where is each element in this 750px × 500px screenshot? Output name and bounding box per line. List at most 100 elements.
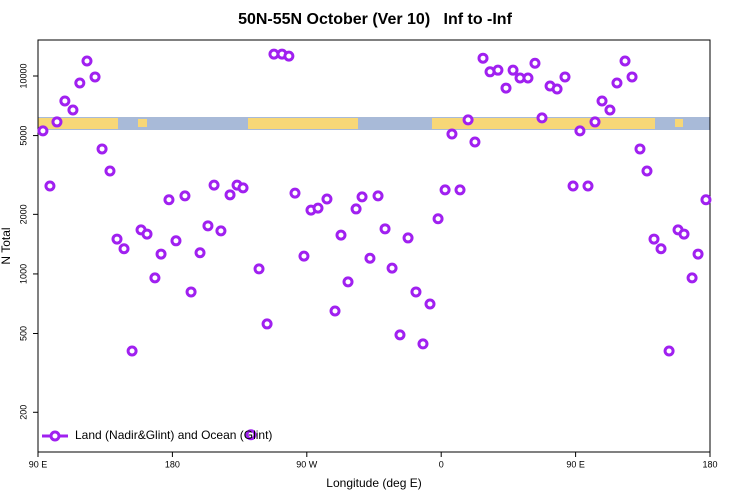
point [37,125,49,137]
point [224,189,236,201]
chart-title: 50N-55N October (Ver 10) Inf to -Inf [238,11,513,28]
point [141,228,153,240]
y-tick-label: 10000 [18,63,28,88]
point [500,82,512,94]
point [589,116,601,128]
point [454,184,466,196]
point [126,345,138,357]
point [634,143,646,155]
point [574,125,586,137]
point [446,128,458,140]
legend-marker [49,430,61,442]
point [536,112,548,124]
point [663,345,675,357]
point [686,272,698,284]
point [522,72,534,84]
point [417,338,429,350]
point [551,83,563,95]
point [335,229,347,241]
point [477,52,489,64]
point [329,305,341,317]
x-tick-label: 180 [702,459,717,469]
point [163,194,175,206]
point [648,233,660,245]
point [462,114,474,126]
point [567,180,579,192]
land-band [432,118,655,129]
point [364,252,376,264]
point [596,95,608,107]
x-tick-label: 90 W [296,459,318,469]
point [439,184,451,196]
x-axis-label: Longitude (deg E) [326,476,421,490]
point [492,64,504,76]
point [529,57,541,69]
land-band [138,119,147,127]
point [342,276,354,288]
point [289,187,301,199]
x-tick-label: 0 [439,459,444,469]
point [111,233,123,245]
point [655,243,667,255]
y-tick-label: 5000 [18,126,28,146]
point [312,202,324,214]
point [402,232,414,244]
point [96,143,108,155]
point [170,235,182,247]
point [67,104,79,116]
point [253,263,265,275]
point [424,298,436,310]
x-tick-label: 90 E [566,459,585,469]
y-tick-label: 200 [18,405,28,420]
surface-band [38,117,710,130]
point [208,179,220,191]
point [283,50,295,62]
point [215,225,227,237]
point [59,95,71,107]
point [74,77,86,89]
point [432,213,444,225]
point [619,55,631,67]
point [700,194,712,206]
point [582,180,594,192]
point [611,77,623,89]
point [386,262,398,274]
point [350,203,362,215]
point [185,286,197,298]
point [44,180,56,192]
point [237,182,249,194]
y-tick-label: 500 [18,326,28,341]
point [559,71,571,83]
plot-frame [37,39,711,453]
point [372,190,384,202]
y-tick-label: 1000 [18,264,28,284]
point [678,228,690,240]
point [104,165,116,177]
x-tick-label: 180 [165,459,180,469]
land-band [38,118,118,129]
point [604,104,616,116]
point [379,223,391,235]
x-tick-label: 90 E [29,459,48,469]
point [626,71,638,83]
point [51,116,63,128]
point [394,329,406,341]
point [261,318,273,330]
point [245,429,257,441]
point [202,220,214,232]
point [81,55,93,67]
y-axis-label: N Total [0,227,13,264]
point [155,248,167,260]
point [89,71,101,83]
point [118,243,130,255]
point [149,272,161,284]
legend-text: Land (Nadir&Glint) and Ocean (Glint) [75,428,272,442]
point [356,191,368,203]
point [410,286,422,298]
land-band [248,118,358,129]
point [469,136,481,148]
point [179,190,191,202]
point [641,165,653,177]
point [692,248,704,260]
